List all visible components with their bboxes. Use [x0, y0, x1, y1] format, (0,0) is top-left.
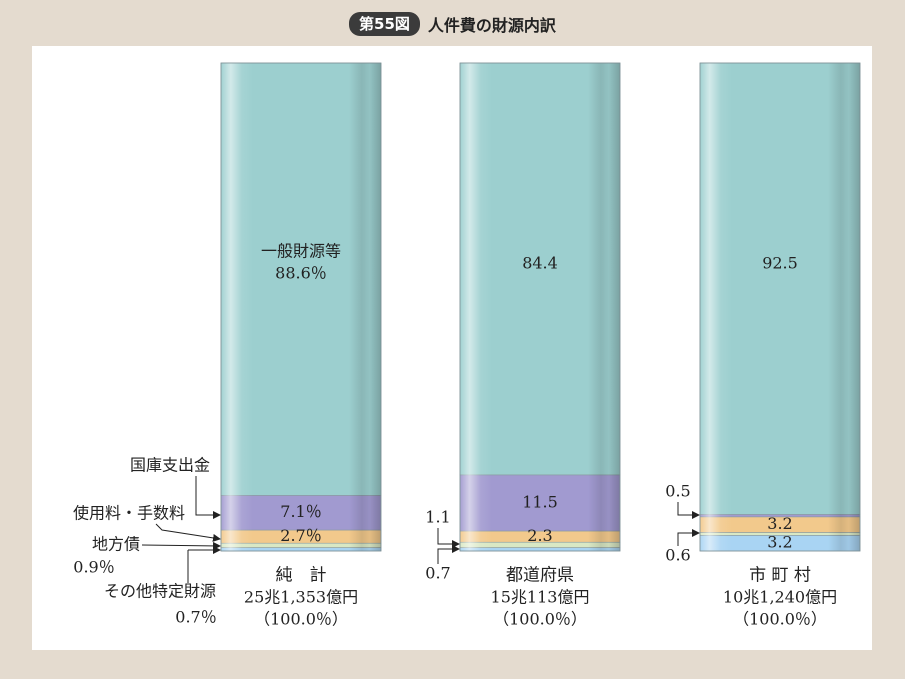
- bar-segment-general_funds-2: [699, 62, 861, 515]
- data-label-fees-2: 3.2: [767, 514, 792, 533]
- data-label-local-bonds-1: 1.1: [425, 508, 450, 527]
- leader-local-bonds: [141, 541, 221, 550]
- leader-local-bonds-2: [677, 529, 700, 546]
- data-label-local-bonds-0: 0.9％: [73, 558, 114, 577]
- data-label-national-treasury-2: 0.5: [665, 482, 690, 501]
- data-label-general-funds-1: 84.4: [522, 254, 558, 273]
- category-name-2: 市 町 村: [749, 566, 811, 586]
- bar-segment-other_specific-0: [220, 547, 382, 552]
- data-label-fees-1: 2.3: [527, 526, 552, 545]
- leader-national-treasury-2: [677, 502, 700, 519]
- figure-title: 人件費の財源内訳: [427, 16, 556, 35]
- data-label-general-funds-0: 88.6％: [275, 264, 327, 283]
- category-total-2: 10兆1,240億円: [723, 588, 837, 607]
- category-share-2: （100.0％）: [733, 610, 827, 629]
- data-label-other-specific-2: 3.2: [767, 533, 792, 552]
- series-name-national-treasury: 国庫支出金: [130, 456, 210, 475]
- figure-number-badge: 第55図: [349, 12, 420, 36]
- bar-outline-2: [699, 62, 861, 552]
- data-label-general-funds-2: 92.5: [762, 254, 798, 273]
- category-name-1: 都道府県: [506, 566, 574, 586]
- data-label-local-bonds-2: 0.6: [665, 546, 690, 565]
- figure-header: 第55図 人件費の財源内訳: [0, 10, 905, 38]
- leader-fees: [155, 523, 221, 542]
- data-label-national-treasury-1: 11.5: [522, 492, 558, 511]
- bar-outline-0: [220, 62, 382, 552]
- category-total-0: 25兆1,353億円: [244, 588, 358, 607]
- data-label-fees-0: 2.7％: [280, 526, 321, 545]
- series-name-general-funds: 一般財源等: [261, 242, 341, 261]
- leader-local-bonds-1: [437, 528, 460, 548]
- series-name-local-bonds: 地方債: [92, 535, 140, 554]
- data-label-other-specific-1: 0.7: [425, 564, 450, 583]
- series-name-other-specific: その他特定財源: [104, 582, 216, 601]
- data-label-other-specific-0: 0.7％: [175, 608, 216, 627]
- bar-segment-other_specific-1: [459, 547, 621, 552]
- series-name-fees: 使用料・手数料: [73, 504, 185, 523]
- data-label-national-treasury-0: 7.1％: [280, 502, 321, 521]
- category-share-0: （100.0％）: [254, 610, 348, 629]
- category-total-1: 15兆113億円: [491, 588, 590, 607]
- category-name-0: 純 計: [276, 566, 327, 586]
- category-share-1: （100.0％）: [493, 610, 587, 629]
- bar-outline-1: [459, 62, 621, 552]
- leader-other-specific-1: [437, 545, 460, 564]
- chart-panel: 一般財源等 88.6％ 7.1％ 2.7％ 国庫支出金使用料・手数料地方債 0.9％ その他…: [32, 46, 872, 650]
- leader-national-treasury: [195, 476, 221, 519]
